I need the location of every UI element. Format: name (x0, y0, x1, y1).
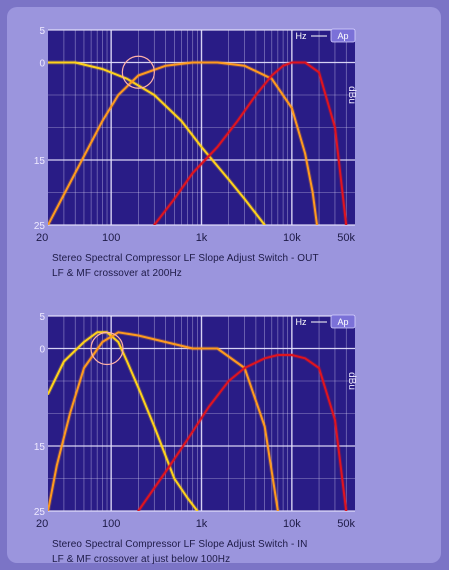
caption-line-1: Stereo Spectral Compressor LF Slope Adju… (52, 253, 319, 264)
x-tick-label: 20 (36, 518, 48, 530)
y-unit-label: dBu (346, 372, 357, 390)
x-tick-label: 1k (196, 232, 208, 244)
ap-badge (330, 314, 356, 329)
caption-slope-in: Stereo Spectral Compressor LF Slope Adju… (52, 537, 308, 567)
caption-line-2: LF & MF crossover at 200Hz (52, 268, 182, 279)
hz-badge: Hz (296, 31, 307, 41)
orange-band-curve (48, 61, 318, 225)
x-tick-label: 10k (283, 518, 301, 530)
red-band-curve (137, 354, 348, 511)
curves (48, 60, 349, 225)
caption-line-2: LF & MF crossover at just below 100Hz (52, 554, 231, 565)
x-tick-label: 20 (36, 232, 48, 244)
yellow-band-curve (48, 61, 266, 225)
grid (48, 29, 355, 226)
hz-badge: Hz (296, 317, 307, 327)
y-tick-label: 15 (34, 442, 46, 453)
y-tick-label: 5 (39, 312, 45, 323)
y-tick-label: 5 (39, 26, 45, 37)
y-tick-label: 25 (34, 507, 46, 518)
x-tick-label: 50k (337, 232, 355, 244)
x-tick-label: 50k (337, 518, 355, 530)
y-unit-label: dBu (346, 86, 357, 104)
y-tick-label: 0 (39, 59, 45, 70)
red-band-curve (153, 61, 348, 225)
x-tick-label: 10k (283, 232, 301, 244)
y-tick-label: 15 (34, 156, 46, 167)
y-tick-label: 0 (39, 345, 45, 356)
ap-badge-label: Ap (337, 31, 348, 41)
ap-badge (330, 28, 356, 43)
caption-slope-out: Stereo Spectral Compressor LF Slope Adju… (52, 251, 319, 281)
x-tick-label: 1k (196, 518, 208, 530)
ap-badge-label: Ap (337, 317, 348, 327)
crossover-highlight-ring (121, 55, 155, 89)
caption-line-1: Stereo Spectral Compressor LF Slope Adju… (52, 539, 308, 550)
x-tick-label: 100 (102, 232, 120, 244)
crossover-highlight-ring (90, 331, 124, 366)
y-tick-label: 25 (34, 221, 46, 232)
x-tick-label: 100 (102, 518, 120, 530)
